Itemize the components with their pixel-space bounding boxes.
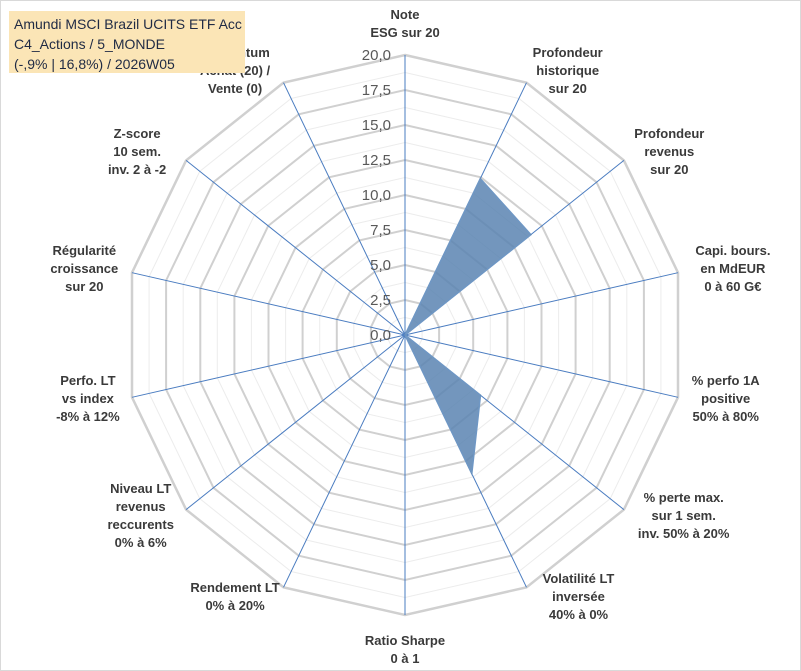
radar-axis-label: Régularité croissance sur 20: [50, 243, 118, 294]
chart-title-line-2: C4_Actions / 5_MONDE: [14, 36, 165, 52]
radar-tick-label: 12,5: [362, 152, 391, 169]
radar-axis-label: Rendement LT 0% à 20%: [190, 580, 279, 613]
radar-spoke: [404, 334, 679, 398]
radar-spoke: [131, 272, 406, 336]
radar-axis-labels: Note ESG sur 20 Profondeur historique sur 20…: [50, 7, 770, 666]
radar-axis-label: Niveau LT revenus reccurents 0% à 6%: [107, 481, 173, 550]
radar-data-point: [480, 394, 481, 396]
radar-tick-label: 5,0: [370, 257, 391, 274]
radar-tick-label: 20,0: [362, 47, 391, 64]
radar-axis-label: Note ESG sur 20: [370, 7, 439, 40]
radar-data-point: [471, 473, 473, 475]
radar-axis-label: Profondeur historique sur 20: [533, 45, 603, 96]
radar-axis-label: Capi. bours. en MdEUR 0 à 60 G€: [695, 243, 770, 294]
radar-spoke: [131, 334, 406, 398]
radar-tick-label: 7,5: [370, 222, 391, 239]
radar-axis-label: Ratio Sharpe 0 à 1: [365, 633, 445, 666]
radar-spoke: [185, 334, 406, 510]
radar-axis-label: Volatilité LT inversée 40% à 0%: [543, 571, 615, 622]
radar-tick-label: 15,0: [362, 117, 391, 134]
radar-series: [403, 177, 532, 477]
radar-spoke: [283, 334, 406, 588]
radar-axis-label: Profondeur revenus sur 20: [634, 126, 704, 177]
radar-axis-label: % perte max. sur 1 sem. inv. 50% à 20%: [638, 490, 730, 541]
chart-title-line-3: (-,9% | 16,8%) / 2026W05: [14, 56, 175, 72]
radar-spoke: [283, 82, 406, 336]
radar-tick-label: 0,0: [370, 327, 391, 344]
radar-tick-label: 2,5: [370, 292, 391, 309]
radar-spoke: [404, 272, 679, 336]
radar-tick-label: 17,5: [362, 82, 391, 99]
radar-axis-label: % perfo 1A positive 50% à 80%: [692, 373, 761, 424]
radar-tick-labels: 0,0 2,5 5,0 7,5 10,0 12,5 15,0 17,5 20,0: [362, 47, 391, 344]
radar-data-point: [479, 178, 481, 180]
radar-axis-label: Perfo. LT vs index -8% à 12%: [56, 373, 120, 424]
radar-axis-label: Z-score 10 sem. inv. 2 à -2: [108, 126, 166, 177]
chart-title-box: Amundi MSCI Brazil UCITS ETF Acc C4_Acti…: [9, 11, 245, 73]
radar-tick-label: 10,0: [362, 187, 391, 204]
radar-data-point: [404, 334, 406, 336]
radar-spoke: [185, 160, 406, 336]
chart-title-line-1: Amundi MSCI Brazil UCITS ETF Acc: [14, 16, 242, 32]
radar-data-point: [530, 234, 532, 236]
radar-series-area: [403, 177, 532, 477]
